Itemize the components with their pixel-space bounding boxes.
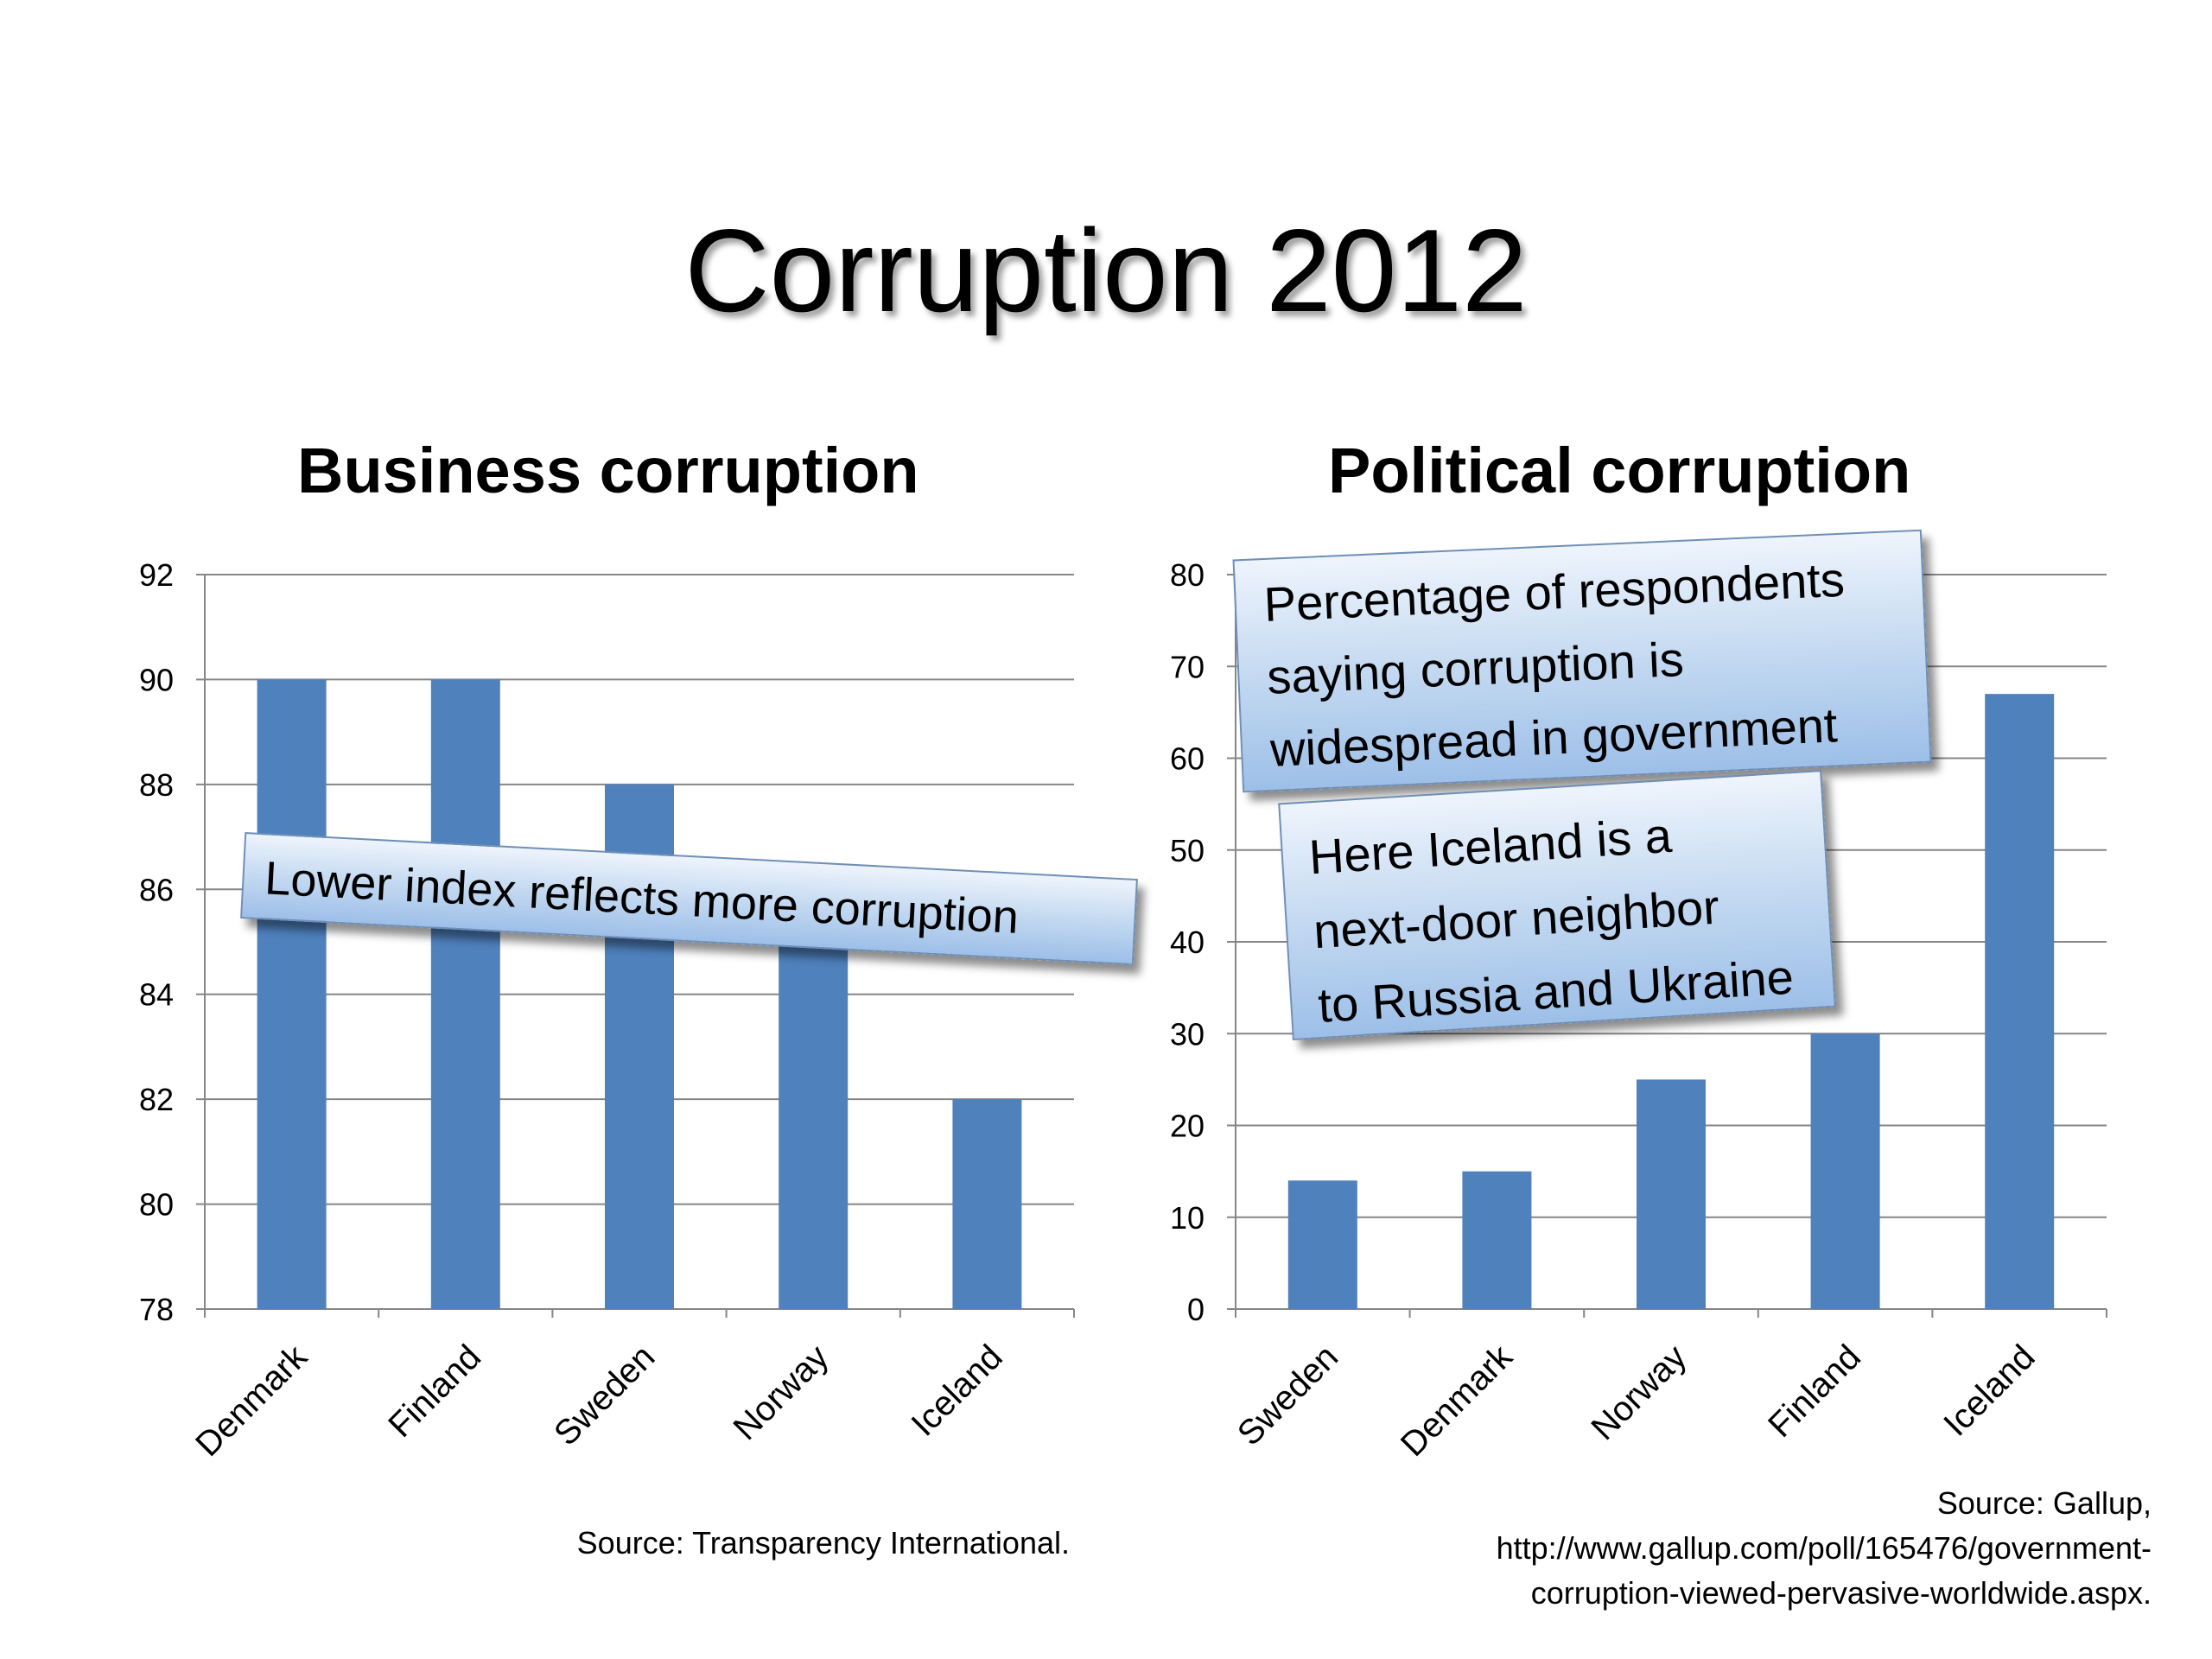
chart-title-business: Business corruption (297, 435, 919, 506)
bar (1287, 1180, 1357, 1309)
y-tick-label: 88 (139, 767, 174, 803)
y-tick-label: 50 (1170, 833, 1205, 868)
source-gallup-line: corruption-viewed-pervasive-worldwide.as… (1530, 1575, 2152, 1611)
y-tick-label: 84 (139, 977, 174, 1013)
x-category-label: Norway (1584, 1338, 1694, 1447)
y-tick-label: 90 (139, 662, 174, 697)
business-corruption-chart: 78 80 82 84 86 88 90 92 Denmark Finland Sweden Norw… (139, 557, 1075, 1465)
bar (1637, 1079, 1706, 1309)
x-category-label: Norway (727, 1338, 836, 1447)
source-gallup-line: Source: Gallup, (1936, 1485, 2152, 1521)
y-tick-label: 0 (1187, 1292, 1205, 1327)
x-category-label: Iceland (1936, 1338, 2042, 1443)
bar (1985, 694, 2055, 1309)
source-gallup: Source: Gallup, http://www.gallup.com/po… (1296, 1481, 2152, 1616)
y-tick-label: 92 (139, 557, 174, 593)
x-category-label: Finland (1761, 1338, 1868, 1445)
y-tick-label: 80 (139, 1187, 174, 1223)
bar (952, 1099, 1022, 1309)
y-tick-label: 82 (139, 1082, 174, 1117)
x-category-label: Iceland (904, 1338, 1009, 1443)
bar (257, 679, 327, 1309)
chart-title-political: Political corruption (1328, 435, 1911, 506)
bar (779, 942, 849, 1309)
y-tick-label: 60 (1170, 741, 1205, 777)
x-category-label: Sweden (1230, 1338, 1345, 1452)
x-category-label: Finland (381, 1338, 488, 1445)
y-tick-label: 20 (1170, 1109, 1205, 1144)
iceland-neighbor-callout: Here Iceland is a next-door neighbor to … (1278, 770, 1836, 1040)
bar (1462, 1171, 1532, 1309)
x-category-label: Denmark (188, 1338, 315, 1465)
y-tick-label: 80 (1170, 557, 1205, 593)
x-category-label: Denmark (1394, 1338, 1521, 1465)
source-gallup-line: http://www.gallup.com/poll/165476/govern… (1496, 1530, 2152, 1566)
x-category-label: Sweden (547, 1338, 662, 1452)
y-tick-label: 70 (1170, 649, 1205, 684)
respondents-callout: Percentage of respondents saying corrupt… (1232, 529, 1932, 793)
source-transparency: Source: Transparency International. (576, 1525, 1070, 1560)
y-tick-label: 30 (1170, 1016, 1205, 1052)
y-tick-label: 78 (139, 1292, 174, 1327)
slide-title: Corruption 2012 (684, 205, 1528, 336)
bar (1810, 1033, 1880, 1309)
y-tick-label: 40 (1170, 925, 1205, 960)
bar (430, 679, 500, 1309)
y-tick-label: 86 (139, 872, 174, 907)
y-tick-label: 10 (1170, 1200, 1205, 1236)
